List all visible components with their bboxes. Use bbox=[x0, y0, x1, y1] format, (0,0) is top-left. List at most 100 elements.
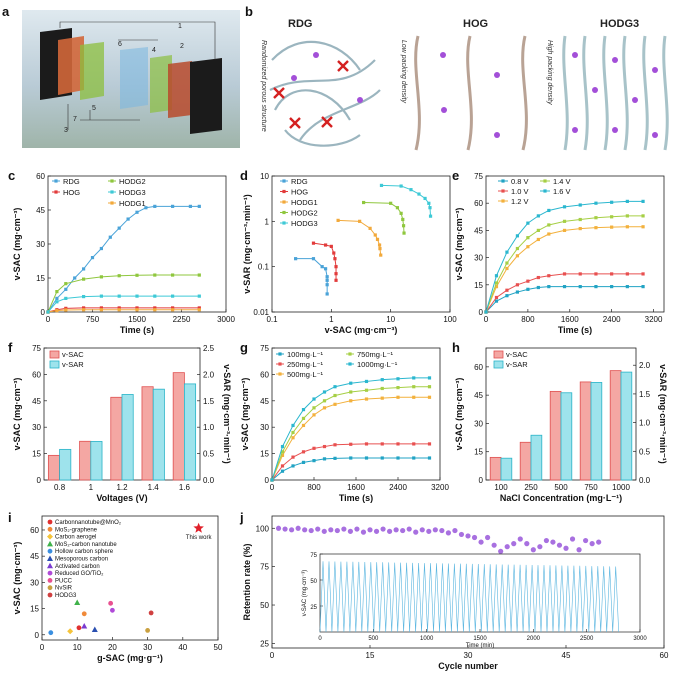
legend-label: RDG bbox=[291, 177, 308, 186]
legend-marker bbox=[282, 179, 286, 183]
data-point-retention bbox=[275, 525, 282, 531]
series-line bbox=[271, 396, 430, 481]
data-point bbox=[625, 214, 629, 218]
x-tick-label: 0 bbox=[270, 483, 275, 492]
data-point bbox=[625, 225, 629, 229]
schematic-title-hodg3: HODG3 bbox=[600, 18, 639, 30]
legend-label: 250mg·L⁻¹ bbox=[287, 360, 324, 369]
data-point bbox=[536, 214, 540, 218]
data-point bbox=[379, 253, 383, 257]
data-point-retention bbox=[413, 529, 419, 535]
data-point bbox=[280, 453, 285, 457]
data-point bbox=[427, 395, 432, 399]
x-tick-label: 30 bbox=[143, 643, 152, 652]
data-point bbox=[301, 460, 306, 464]
chart-e: 0 15 30 45 60 75 0 800 1600 2400 3200 Time (s) v-SAC… bbox=[454, 172, 665, 335]
data-point bbox=[153, 308, 157, 312]
data-point bbox=[312, 406, 316, 410]
data-point bbox=[301, 423, 306, 428]
data-point bbox=[536, 237, 540, 242]
bar-v-sac bbox=[489, 456, 502, 481]
data-point-retention bbox=[347, 528, 353, 534]
x-tick-label: 750 bbox=[584, 483, 598, 492]
data-point bbox=[333, 385, 337, 389]
data-point bbox=[329, 244, 333, 248]
data-point-retention bbox=[563, 545, 569, 551]
data-point bbox=[117, 226, 121, 230]
y-tick-label: 0 bbox=[479, 476, 484, 485]
data-point bbox=[171, 308, 175, 312]
bar-v-sar bbox=[500, 457, 513, 481]
legend-label: 1.6 V bbox=[553, 187, 571, 196]
legend-swatch bbox=[49, 350, 60, 359]
data-point bbox=[362, 200, 366, 205]
data-point bbox=[412, 385, 416, 389]
y-tick-label: 30 bbox=[260, 423, 269, 432]
y-tick-label: 45 bbox=[30, 552, 39, 561]
data-point bbox=[641, 199, 645, 203]
data-point bbox=[311, 241, 316, 245]
y-tick-label: 15 bbox=[474, 448, 483, 457]
legend-marker bbox=[47, 562, 53, 569]
x-axis-label: Time (s) bbox=[120, 325, 154, 335]
legend-marker bbox=[47, 533, 53, 540]
data-point bbox=[46, 310, 50, 314]
legend-label: Hollow carbon sphere bbox=[55, 549, 114, 555]
inset-y-axis-label: v-SAC (mg·cm⁻³) bbox=[302, 570, 308, 617]
data-point-retention bbox=[465, 533, 471, 539]
bar-v-sar bbox=[183, 383, 197, 481]
data-point bbox=[135, 308, 139, 312]
x-tick-label: 1000 bbox=[612, 483, 630, 492]
x-axis-label: v-SAC (mg·cm⁻³) bbox=[325, 325, 398, 335]
data-point bbox=[526, 287, 530, 291]
data-point bbox=[153, 204, 157, 208]
legend-marker bbox=[47, 540, 53, 547]
x-tick-label: 800 bbox=[521, 315, 535, 324]
y2-tick-label: 2.0 bbox=[203, 370, 215, 379]
data-point-retention bbox=[543, 537, 550, 544]
data-point bbox=[610, 225, 614, 229]
data-point bbox=[55, 290, 59, 294]
ion-markers bbox=[291, 52, 658, 138]
component-number-5: 5 bbox=[92, 105, 96, 112]
data-point-retention bbox=[478, 539, 484, 545]
data-point-retention bbox=[367, 527, 373, 533]
data-point bbox=[333, 456, 337, 460]
data-point bbox=[333, 402, 337, 406]
data-point bbox=[562, 228, 567, 232]
data-point-retention bbox=[426, 528, 432, 534]
y-axis-label: v-SAC (mg·cm⁻³) bbox=[240, 378, 250, 451]
data-point bbox=[515, 254, 520, 258]
y2-tick-label: 1.5 bbox=[639, 390, 651, 399]
data-point-retention bbox=[302, 527, 308, 533]
bar-v-sar bbox=[59, 448, 72, 481]
data-point bbox=[399, 211, 403, 215]
data-point bbox=[193, 522, 204, 533]
data-point bbox=[325, 283, 329, 287]
data-point bbox=[82, 306, 86, 310]
data-point bbox=[291, 455, 295, 459]
data-point bbox=[73, 276, 77, 280]
series-line-hodg2 bbox=[47, 274, 200, 313]
data-point-retention bbox=[524, 541, 530, 547]
x-tick-label: 3200 bbox=[645, 315, 663, 324]
y2-tick-label: 0.0 bbox=[203, 476, 215, 485]
data-point bbox=[526, 221, 530, 225]
panel-label-f: f bbox=[8, 340, 13, 355]
data-point bbox=[380, 396, 384, 400]
data-point bbox=[547, 285, 551, 289]
series-line-rdg bbox=[295, 258, 328, 294]
data-point bbox=[110, 607, 115, 613]
data-point bbox=[364, 442, 369, 446]
legend-label: v-SAC bbox=[506, 350, 528, 359]
legend-marker bbox=[110, 190, 114, 194]
data-point bbox=[301, 450, 306, 454]
data-point bbox=[562, 205, 567, 209]
data-point bbox=[332, 251, 336, 255]
x-tick-label: 2250 bbox=[173, 315, 191, 324]
data-point bbox=[311, 257, 316, 261]
data-point bbox=[322, 406, 327, 410]
y2-tick-label: 1.0 bbox=[639, 419, 651, 428]
data-point bbox=[412, 442, 416, 446]
